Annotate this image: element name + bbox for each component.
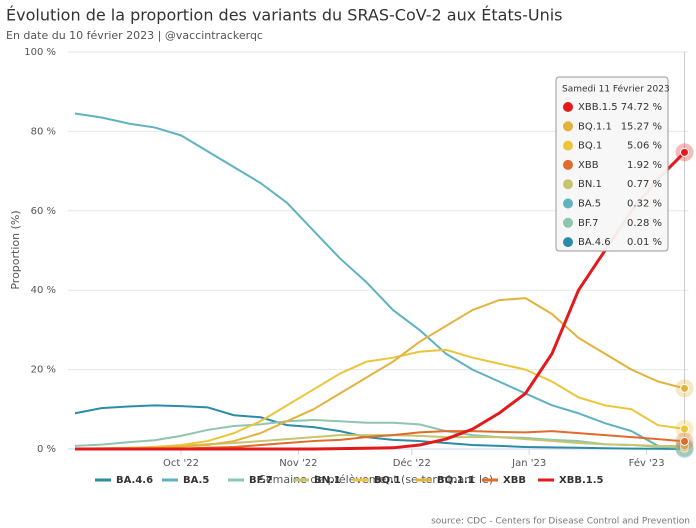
chart-subtitle: En date du 10 février 2023 | @vaccintrac… [6, 29, 263, 42]
source: source: CDC - Centers for Disease Contro… [431, 517, 690, 527]
tooltip-title: Samedi 11 Février 2023 [562, 84, 670, 95]
tooltip-dot [563, 237, 573, 248]
tooltip-dot [563, 179, 573, 190]
x-tick-label: Jan '23 [511, 458, 546, 469]
series-line [75, 297, 685, 450]
tooltip-value: 0.01 % [627, 237, 662, 248]
series-line [75, 151, 686, 451]
series-line [74, 348, 685, 450]
tooltip-box [555, 76, 669, 252]
tooltip-value: 0.77 % [627, 179, 662, 190]
end-marker [680, 436, 689, 446]
tooltip-dot [563, 121, 573, 132]
tooltip-name: BN.1 [578, 179, 602, 190]
legend-label[interactable]: BN.1 [314, 475, 341, 486]
tooltip-dot [563, 159, 573, 170]
series-line [74, 404, 685, 450]
series-line [74, 419, 685, 449]
tooltip-name: BQ.1 [578, 141, 602, 152]
x-tick-label: Oct '22 [163, 458, 199, 469]
tooltip-dot [563, 140, 573, 151]
tooltip-value: 0.28 % [627, 218, 662, 229]
series-line [74, 112, 685, 449]
x-axis-label: Semaine de prélèvement (se terminant le) [259, 473, 493, 486]
x-tick-label: Fév '23 [629, 457, 665, 469]
legend-label[interactable]: XBB.1.5 [559, 475, 604, 486]
tooltip-value: 1.92 % [627, 160, 662, 171]
tooltip-name: XBB [578, 160, 599, 171]
tooltip-name: BF.7 [578, 218, 599, 229]
tooltip-value: 0.32 % [627, 199, 662, 210]
tooltip-value: 15.27 % [621, 121, 662, 132]
legend-label[interactable]: BQ.1.1 [437, 475, 475, 486]
tooltip-name: BA.4.6 [578, 237, 611, 248]
y-tick-label: 40 % [31, 285, 56, 296]
y-tick-label: 0 % [37, 444, 56, 455]
x-tick-label: Nov '22 [279, 458, 317, 469]
y-axis-label: Proportion (%) [9, 210, 22, 289]
legend-label[interactable]: BA.5 [183, 475, 209, 486]
legend-label[interactable]: BQ.1 [374, 475, 401, 486]
y-tick-label: 100 % [24, 47, 56, 58]
tooltip-dot [563, 217, 573, 228]
chart-title: Évolution de la proportion des variants … [6, 6, 563, 25]
y-tick-label: 20 % [31, 365, 56, 376]
tooltip-value: 5.06 % [627, 141, 662, 152]
tooltip-dot [563, 198, 573, 209]
y-tick-label: 60 % [31, 206, 56, 217]
end-marker [680, 424, 689, 434]
tooltip-dot [563, 102, 573, 112]
tooltip-name: XBB.1.5 [578, 102, 618, 113]
tooltip-name: BA.5 [578, 199, 601, 210]
x-tick-label: Déc '22 [393, 457, 431, 469]
tooltip-name: BQ.1.1 [578, 121, 612, 132]
tooltip-value: 74.72 % [621, 102, 662, 113]
legend-label[interactable]: BA.4.6 [116, 475, 153, 486]
y-tick-label: 80 % [31, 126, 56, 137]
end-marker [680, 383, 689, 393]
legend-label[interactable]: XBB [503, 475, 526, 486]
legend-label[interactable]: BF.7 [249, 475, 273, 486]
end-marker [680, 147, 689, 157]
